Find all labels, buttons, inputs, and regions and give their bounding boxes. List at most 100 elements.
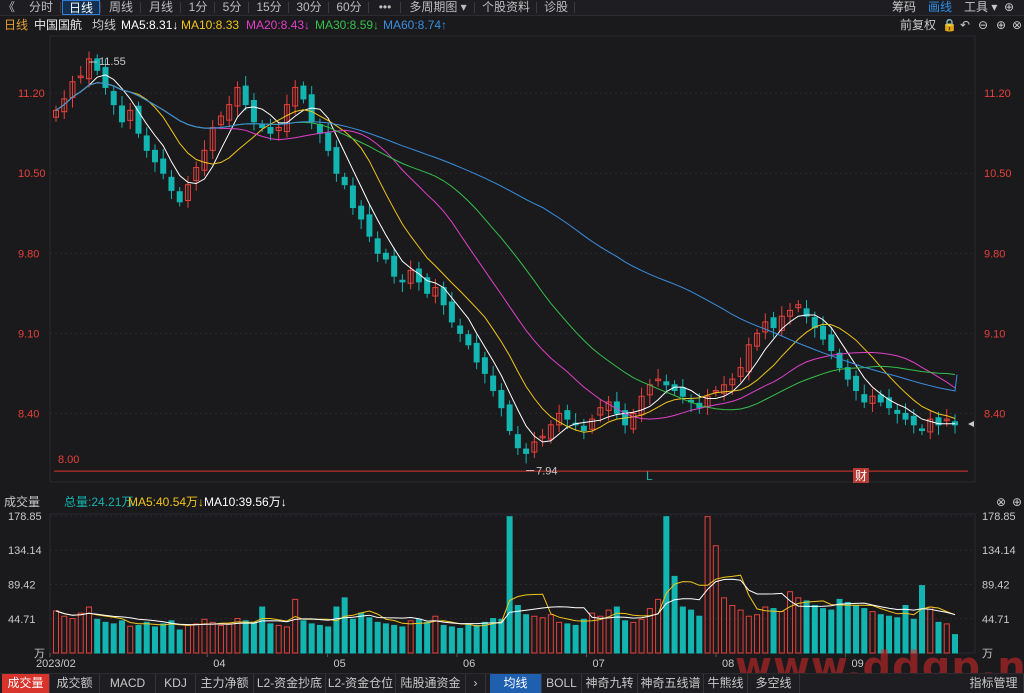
candle-body [407, 269, 414, 284]
ma10-line [55, 82, 956, 433]
tab-12[interactable]: 诊股 [543, 0, 568, 14]
tab-10[interactable]: 多周期图 ▾ [409, 0, 467, 14]
volume-bar [432, 615, 439, 654]
volume-bar [341, 597, 348, 654]
tab-4[interactable]: 1分 [188, 0, 208, 14]
volume-bar [242, 620, 249, 654]
volume-bar [721, 597, 728, 654]
candle-body [927, 418, 934, 433]
tab-7[interactable]: 30分 [296, 0, 322, 14]
candle-body [935, 417, 942, 426]
volume-bar [308, 623, 315, 654]
volume-add-icon[interactable]: ⊕ [1012, 495, 1023, 509]
volume-bar [201, 618, 208, 654]
volume-bar [729, 605, 736, 654]
candle-body [382, 252, 389, 260]
tab-1[interactable]: 日线 [62, 0, 100, 15]
volume-bar [283, 626, 290, 654]
volume-label-right: 134.14 [982, 545, 1016, 557]
price-chart[interactable]: 11.20 11.20 10.50 10.50 9.80 9.80 9.10 9.10 8.40… [0, 34, 1024, 486]
candle-body [481, 357, 488, 374]
indicator-tab-10[interactable]: BOLL [542, 674, 582, 693]
indicator-tab-9[interactable]: 均线 [490, 674, 542, 693]
candle-body [267, 126, 274, 134]
volume-bar [366, 617, 373, 654]
ma5-line [55, 74, 955, 443]
tab-6[interactable]: 15分 [256, 0, 282, 14]
volume-bar [53, 610, 59, 654]
candle-body [712, 390, 719, 393]
candle-body [630, 412, 637, 430]
minus-icon[interactable]: ⊖ [978, 18, 989, 32]
candle-body [745, 344, 752, 373]
avg-label[interactable]: 均线 [92, 18, 117, 32]
volume-close-icon[interactable]: ⊗ [996, 495, 1007, 509]
tab-0[interactable]: 分时 [28, 0, 53, 14]
indicator-tab-11[interactable]: 神奇九转 [582, 674, 638, 693]
back-icon[interactable]: 《 [2, 0, 15, 14]
indicator-tab-0[interactable]: 成交量 [2, 674, 50, 693]
volume-bar [374, 621, 381, 654]
indicator-tab-12[interactable]: 神奇五线谱 [638, 674, 704, 693]
volume-bar [605, 609, 612, 654]
volume-bar [820, 608, 827, 654]
volume-bar [770, 608, 777, 654]
candle-body [292, 86, 299, 107]
candle-body [110, 91, 117, 106]
tools-menu[interactable]: 工具 ▾ [964, 0, 998, 14]
candle-body [844, 367, 851, 380]
indicator-tab-1[interactable]: 成交额 [50, 674, 100, 693]
event-marker-cai: 财 [855, 469, 867, 483]
indicator-tab-6[interactable]: L2-资金仓位 [326, 674, 396, 693]
candle-body [861, 394, 868, 403]
indicator-tab-3[interactable]: KDJ [156, 674, 196, 693]
tab-9[interactable]: ••• [378, 0, 392, 14]
indicator-tab-4[interactable]: 主力净额 [196, 674, 254, 693]
candle-body [754, 332, 761, 347]
volume-bar [259, 606, 266, 654]
volume-bar [935, 621, 942, 654]
period-label: 日线 [4, 18, 29, 32]
volume-bar [894, 617, 901, 654]
indicator-tab-5[interactable]: L2-资金抄底 [254, 674, 326, 693]
candle-body [283, 104, 290, 133]
indicator-tab-14[interactable]: 多空线 [748, 674, 800, 693]
volume-bar [836, 598, 843, 654]
candle-body [333, 147, 340, 174]
add-panel-icon[interactable]: ⊕ [996, 18, 1007, 32]
volume-bar [250, 621, 257, 654]
volume-bar [465, 623, 472, 654]
tab-separator [288, 2, 289, 13]
indicator-tab-8[interactable]: › [466, 674, 486, 693]
indicator-tab-7[interactable]: 陆股通资金 [396, 674, 466, 693]
undo-icon[interactable]: ↶ [960, 18, 971, 32]
volume-bar [630, 621, 637, 654]
tab-11[interactable]: 个股资料 [481, 0, 530, 14]
price-label-left: 11.20 [18, 88, 45, 100]
adjust-toggle[interactable]: 前复权 [900, 18, 937, 32]
indicator-manage-button[interactable]: 指标管理 [964, 674, 1024, 693]
tab-5[interactable]: 5分 [222, 0, 242, 14]
indicator-tab-2[interactable]: MACD [100, 674, 156, 693]
candle-body [853, 375, 860, 392]
volume-label-right: 万 [982, 648, 993, 660]
chips-button[interactable]: 筹码 [892, 0, 917, 14]
candle-body [514, 434, 521, 449]
candle-body [275, 126, 282, 131]
close-icon[interactable]: ⊗ [1012, 18, 1023, 32]
volume-bar [61, 615, 68, 654]
tab-2[interactable]: 周线 [108, 0, 133, 14]
volume-bar [910, 618, 917, 654]
volume-bar [572, 624, 579, 654]
tab-3[interactable]: 月线 [148, 0, 173, 14]
ma30-value: MA30:8.59↓ [315, 18, 380, 32]
volume-label-right: 178.85 [982, 511, 1016, 523]
date-label: 2023/02 [36, 658, 76, 670]
lock-icon[interactable]: 🔒 [942, 18, 957, 32]
add-icon[interactable]: ⊕ [1004, 0, 1015, 14]
indicator-tab-13[interactable]: 牛熊线 [704, 674, 748, 693]
tab-8[interactable]: 60分 [336, 0, 362, 14]
draw-line-button[interactable]: 画线 [928, 0, 953, 14]
candle-body [919, 428, 926, 432]
candle-body [605, 401, 612, 411]
